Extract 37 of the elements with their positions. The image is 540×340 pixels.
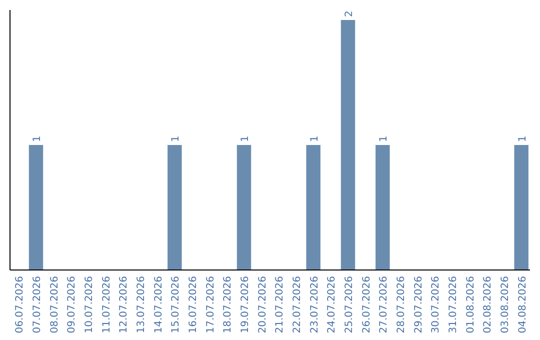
data-label: 1 (32, 136, 43, 142)
x-tick-label: 07.07.2026 (32, 276, 43, 334)
x-tick-label: 21.07.2026 (274, 276, 286, 334)
x-tick-label: 20.07.2026 (257, 276, 268, 334)
x-tick-label: 19.07.2026 (240, 276, 251, 334)
x-tick-label: 23.07.2026 (309, 276, 320, 334)
x-tick-label: 24.07.2026 (326, 276, 338, 334)
x-tick-label: 16.07.2026 (188, 276, 199, 334)
data-label: 1 (309, 136, 320, 142)
data-label: 1 (517, 136, 528, 142)
x-tick-label: 30.07.2026 (430, 276, 442, 334)
x-tick-label: 08.07.2026 (49, 276, 60, 334)
x-tick-label: 22.07.2026 (292, 276, 303, 334)
x-tick-label: 17.07.2026 (205, 276, 216, 334)
x-tick-label: 27.07.2026 (378, 276, 390, 334)
x-tick-label: 04.08.2026 (517, 276, 528, 334)
x-tick-label: 18.07.2026 (222, 276, 234, 334)
x-tick-label: 29.07.2026 (413, 276, 424, 334)
x-tick-label: 25.07.2026 (344, 276, 355, 334)
x-tick-label: 26.07.2026 (361, 276, 372, 334)
x-tick-label: 15.07.2026 (170, 276, 182, 334)
data-label: 1 (170, 136, 182, 142)
x-tick-label: 03.08.2026 (500, 276, 511, 334)
x-tick-label: 01.08.2026 (465, 276, 476, 334)
data-label: 1 (378, 136, 390, 142)
x-tick-label: 14.07.2026 (153, 276, 164, 334)
x-tick-label: 13.07.2026 (136, 276, 147, 334)
data-label: 1 (240, 136, 251, 142)
x-tick-label: 10.07.2026 (84, 276, 95, 334)
x-tick-label: 09.07.2026 (66, 276, 78, 334)
x-tick-label: 12.07.2026 (118, 276, 130, 334)
x-tick-label: 06.07.2026 (14, 276, 26, 334)
x-tick-label: 11.07.2026 (101, 276, 112, 334)
x-tick-label: 28.07.2026 (396, 276, 407, 334)
data-label: 2 (344, 10, 355, 17)
x-tick-label: 31.07.2026 (448, 276, 459, 334)
x-tick-label: 02.08.2026 (482, 276, 494, 334)
